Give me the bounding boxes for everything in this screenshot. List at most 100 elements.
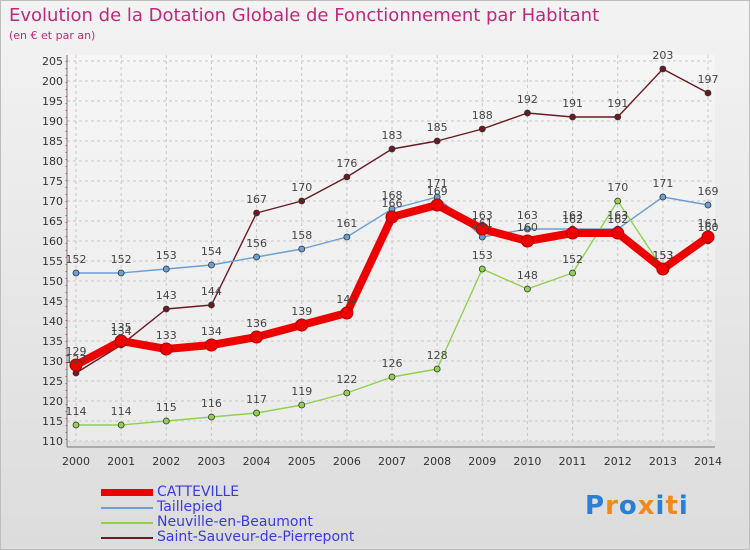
- y-tick-label: 200: [42, 75, 63, 88]
- data-label: 133: [156, 329, 177, 342]
- data-label: 169: [427, 185, 448, 198]
- x-tick-label: 2010: [513, 455, 541, 468]
- y-tick-label: 160: [42, 235, 63, 248]
- x-tick-label: 2013: [649, 455, 677, 468]
- x-tick-label: 2009: [468, 455, 496, 468]
- x-tick-label: 2003: [197, 455, 225, 468]
- y-tick-label: 135: [42, 335, 63, 348]
- data-point: [117, 421, 125, 429]
- data-point: [253, 409, 260, 417]
- data-point: [433, 365, 441, 373]
- y-tick-label: 145: [42, 295, 63, 308]
- y-tick-label: 205: [42, 55, 63, 68]
- data-point: [208, 301, 215, 309]
- data-point: [250, 330, 264, 344]
- data-label: 163: [472, 209, 493, 222]
- legend-swatch-catteville: [101, 489, 153, 496]
- data-label: 203: [652, 49, 673, 62]
- legend-label: Saint-Sauveur-de-Pierrepont: [157, 529, 355, 545]
- data-label: 134: [111, 325, 132, 338]
- data-point: [524, 225, 531, 233]
- y-tick-label: 110: [42, 435, 63, 448]
- data-point: [611, 226, 625, 240]
- data-point: [343, 389, 351, 397]
- y-tick-label: 180: [42, 155, 63, 168]
- data-point: [430, 198, 444, 212]
- data-point: [388, 373, 396, 381]
- data-label: 171: [652, 177, 673, 190]
- y-tick-label: 155: [42, 255, 63, 268]
- data-label: 119: [291, 385, 312, 398]
- y-tick-label: 120: [42, 395, 63, 408]
- logo-letter: i: [678, 491, 689, 521]
- data-label: 153: [652, 249, 673, 262]
- data-label: 122: [336, 373, 357, 386]
- data-label: 169: [698, 185, 719, 198]
- data-label: 135: [111, 321, 132, 334]
- data-point: [524, 285, 531, 293]
- logo-letter: o: [618, 491, 638, 521]
- data-label: 197: [698, 73, 719, 86]
- proxiti-logo: Proxiti: [585, 491, 689, 521]
- x-tick-label: 2006: [333, 455, 361, 468]
- data-point: [162, 265, 170, 273]
- y-tick-label: 190: [42, 115, 63, 128]
- legend-label: CATTEVILLE: [157, 484, 240, 500]
- data-label: 136: [246, 317, 267, 330]
- data-label: 163: [607, 209, 628, 222]
- data-point: [701, 230, 715, 244]
- data-label: 161: [336, 217, 357, 230]
- x-tick-label: 2004: [243, 455, 271, 468]
- data-label: 115: [156, 401, 177, 414]
- data-point: [117, 269, 125, 277]
- logo-letter: t: [665, 491, 679, 521]
- data-label: 156: [246, 237, 267, 250]
- data-point: [343, 233, 351, 241]
- data-label: 170: [607, 181, 628, 194]
- data-label: 152: [562, 253, 583, 266]
- data-label: 160: [698, 221, 719, 234]
- data-point: [253, 253, 260, 261]
- data-point: [433, 137, 441, 145]
- data-point: [478, 265, 486, 273]
- x-tick-label: 2005: [288, 455, 316, 468]
- data-point: [343, 173, 351, 181]
- data-label: 126: [382, 357, 403, 370]
- data-label: 152: [111, 253, 132, 266]
- data-point: [388, 145, 396, 153]
- data-label: 171: [427, 177, 448, 190]
- data-label: 153: [652, 249, 673, 262]
- data-label: 134: [201, 325, 222, 338]
- data-point: [72, 421, 80, 429]
- data-label: 153: [156, 249, 177, 262]
- data-point: [298, 401, 306, 409]
- data-point: [159, 342, 173, 356]
- data-label: 160: [517, 221, 538, 234]
- data-label: 139: [291, 305, 312, 318]
- x-tick-label: 2008: [423, 455, 451, 468]
- data-point: [520, 234, 534, 248]
- data-label: 188: [472, 109, 493, 122]
- data-label: 148: [517, 269, 538, 282]
- legend-swatch-taillepied: [101, 507, 153, 509]
- data-point: [208, 413, 215, 421]
- data-label: 162: [607, 213, 628, 226]
- data-point: [569, 113, 576, 121]
- data-point: [340, 306, 354, 320]
- logo-letter: i: [655, 491, 666, 521]
- data-point: [385, 210, 399, 224]
- data-label: 176: [336, 157, 357, 170]
- data-label: 183: [382, 129, 403, 142]
- data-point: [253, 209, 260, 217]
- data-point: [295, 318, 309, 332]
- data-point: [569, 269, 576, 277]
- chart-title: Evolution de la Dotation Globale de Fonc…: [9, 5, 600, 26]
- data-label: 163: [562, 209, 583, 222]
- data-point: [614, 197, 622, 205]
- data-label: 161: [472, 217, 493, 230]
- x-tick-label: 2001: [107, 455, 135, 468]
- legend-swatch-neuville: [101, 522, 153, 524]
- data-label: 168: [382, 189, 403, 202]
- data-label: 127: [66, 353, 87, 366]
